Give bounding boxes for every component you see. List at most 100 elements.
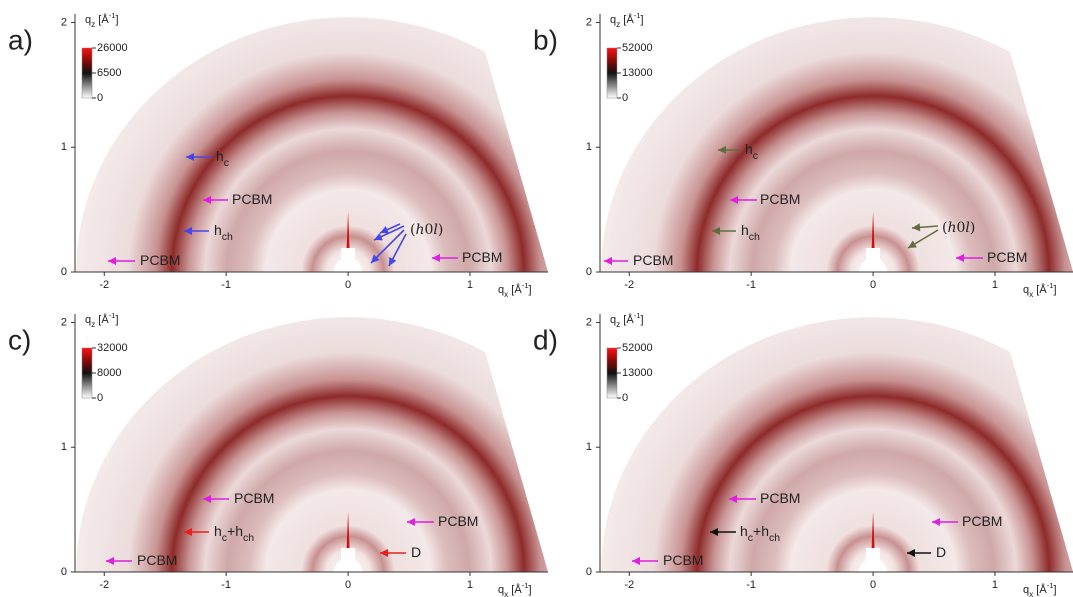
x-tick-label: -2 <box>624 279 634 291</box>
annotation: hch <box>214 222 233 243</box>
label-part: x <box>1029 590 1034 597</box>
label-part: [Å <box>620 13 634 26</box>
label-part: -1 <box>109 11 116 20</box>
annotation: hch <box>741 222 760 243</box>
label-part: [Å <box>508 283 522 296</box>
label-part: D <box>936 544 946 560</box>
arrow-head <box>106 557 114 565</box>
label-part: [Å <box>620 313 634 326</box>
x-tick-label: -2 <box>99 579 109 591</box>
arrow-head <box>374 232 383 241</box>
panel-label: b) <box>533 24 558 55</box>
arrow-head <box>730 196 738 204</box>
label-part: -1 <box>522 281 529 290</box>
x-axis-label: qx [Å-1] <box>498 281 532 299</box>
x-axis-label: qx [Å-1] <box>498 581 532 597</box>
y-tick-label: 1 <box>586 141 592 153</box>
arrow-head <box>184 227 192 235</box>
label-part: PCBM <box>987 249 1027 265</box>
label-part: l <box>433 222 437 238</box>
label-part: PCBM <box>663 552 703 568</box>
label-part: ) <box>438 222 443 238</box>
annotation: PCBM <box>140 252 180 268</box>
arrow-head <box>371 254 380 263</box>
arrow-head <box>632 557 640 565</box>
y-tick-label: 0 <box>586 266 592 278</box>
label-part: +h <box>227 523 243 539</box>
label-part: x <box>1029 290 1034 299</box>
detector-image <box>601 317 1073 572</box>
label-part: PCBM <box>462 249 502 265</box>
label-part: PCBM <box>962 513 1002 529</box>
x-axis-label: qx [Å-1] <box>1023 281 1057 299</box>
annotation: PCBM <box>962 513 1002 529</box>
colorbar-tick-label: 0 <box>622 392 628 404</box>
colorbar-tick-label: 0 <box>97 392 103 404</box>
x-tick-label: 1 <box>467 579 473 591</box>
colorbar-tick-label: 0 <box>97 92 103 104</box>
label-part: +h <box>753 523 769 539</box>
annotation: hc+hch <box>740 523 780 544</box>
x-tick-label: -1 <box>746 279 756 291</box>
label-part: q <box>610 314 616 326</box>
label-part: -1 <box>634 11 641 20</box>
arrow-head <box>389 257 397 266</box>
label-part: -1 <box>634 311 641 320</box>
label-part: c <box>222 532 227 544</box>
colorbar <box>606 347 618 399</box>
colorbar-tick-label: 13000 <box>622 67 653 79</box>
label-part: h <box>415 222 424 238</box>
annotation: hc+hch <box>214 523 254 544</box>
y-tick-label: 2 <box>61 316 67 328</box>
x-tick-label: -1 <box>221 579 231 591</box>
label-part: [Å <box>1033 283 1047 296</box>
label-part: PCBM <box>234 490 274 506</box>
annotation: PCBM <box>462 249 502 265</box>
label-part: h <box>216 148 224 164</box>
label-part: c <box>224 157 229 169</box>
label-part: q <box>498 284 504 296</box>
label-part: ch <box>769 532 780 544</box>
x-axis-label: qx [Å-1] <box>1023 581 1057 597</box>
label-part: [Å <box>95 13 109 26</box>
label-part: -1 <box>1047 581 1054 590</box>
arrow-head <box>712 227 720 235</box>
x-tick-label: -2 <box>624 579 634 591</box>
arrow-head <box>108 257 116 265</box>
label-part: PCBM <box>140 252 180 268</box>
arrow-head <box>184 528 192 536</box>
label-part: [Å <box>508 583 522 596</box>
annotation: (h0l) <box>410 222 443 238</box>
detector-image <box>76 317 549 572</box>
label-part: ] <box>529 284 532 296</box>
label-part: h <box>947 220 956 236</box>
label-part: PCBM <box>438 513 478 529</box>
arrow-head <box>907 549 915 557</box>
label-part: h <box>214 222 222 238</box>
arrow-head <box>186 153 194 161</box>
y-tick-label: 0 <box>586 566 592 578</box>
label-part: ch <box>222 231 233 243</box>
label-part: ] <box>116 314 119 326</box>
label-part: 0 <box>425 222 434 238</box>
panel-label: a) <box>8 24 33 55</box>
annotation: hc <box>745 141 758 162</box>
beamstop <box>334 258 363 272</box>
annotation: PCBM <box>663 552 703 568</box>
label-part: PCBM <box>633 252 673 268</box>
panel-label: c) <box>8 324 31 355</box>
label-part: ] <box>529 584 532 596</box>
annotation: PCBM <box>234 490 274 506</box>
label-part: q <box>85 14 91 26</box>
annotation: (h0l) <box>942 220 975 236</box>
annotation: hc <box>216 148 229 169</box>
label-part: [Å <box>1033 583 1047 596</box>
annotation: PCBM <box>633 252 673 268</box>
y-axis-label: qz [Å-1] <box>610 311 644 329</box>
y-tick-label: 0 <box>61 266 67 278</box>
colorbar-tick-label: 32000 <box>97 342 128 354</box>
annotation: PCBM <box>760 191 800 207</box>
arrow-head <box>407 518 415 526</box>
y-tick-label: 1 <box>61 141 67 153</box>
